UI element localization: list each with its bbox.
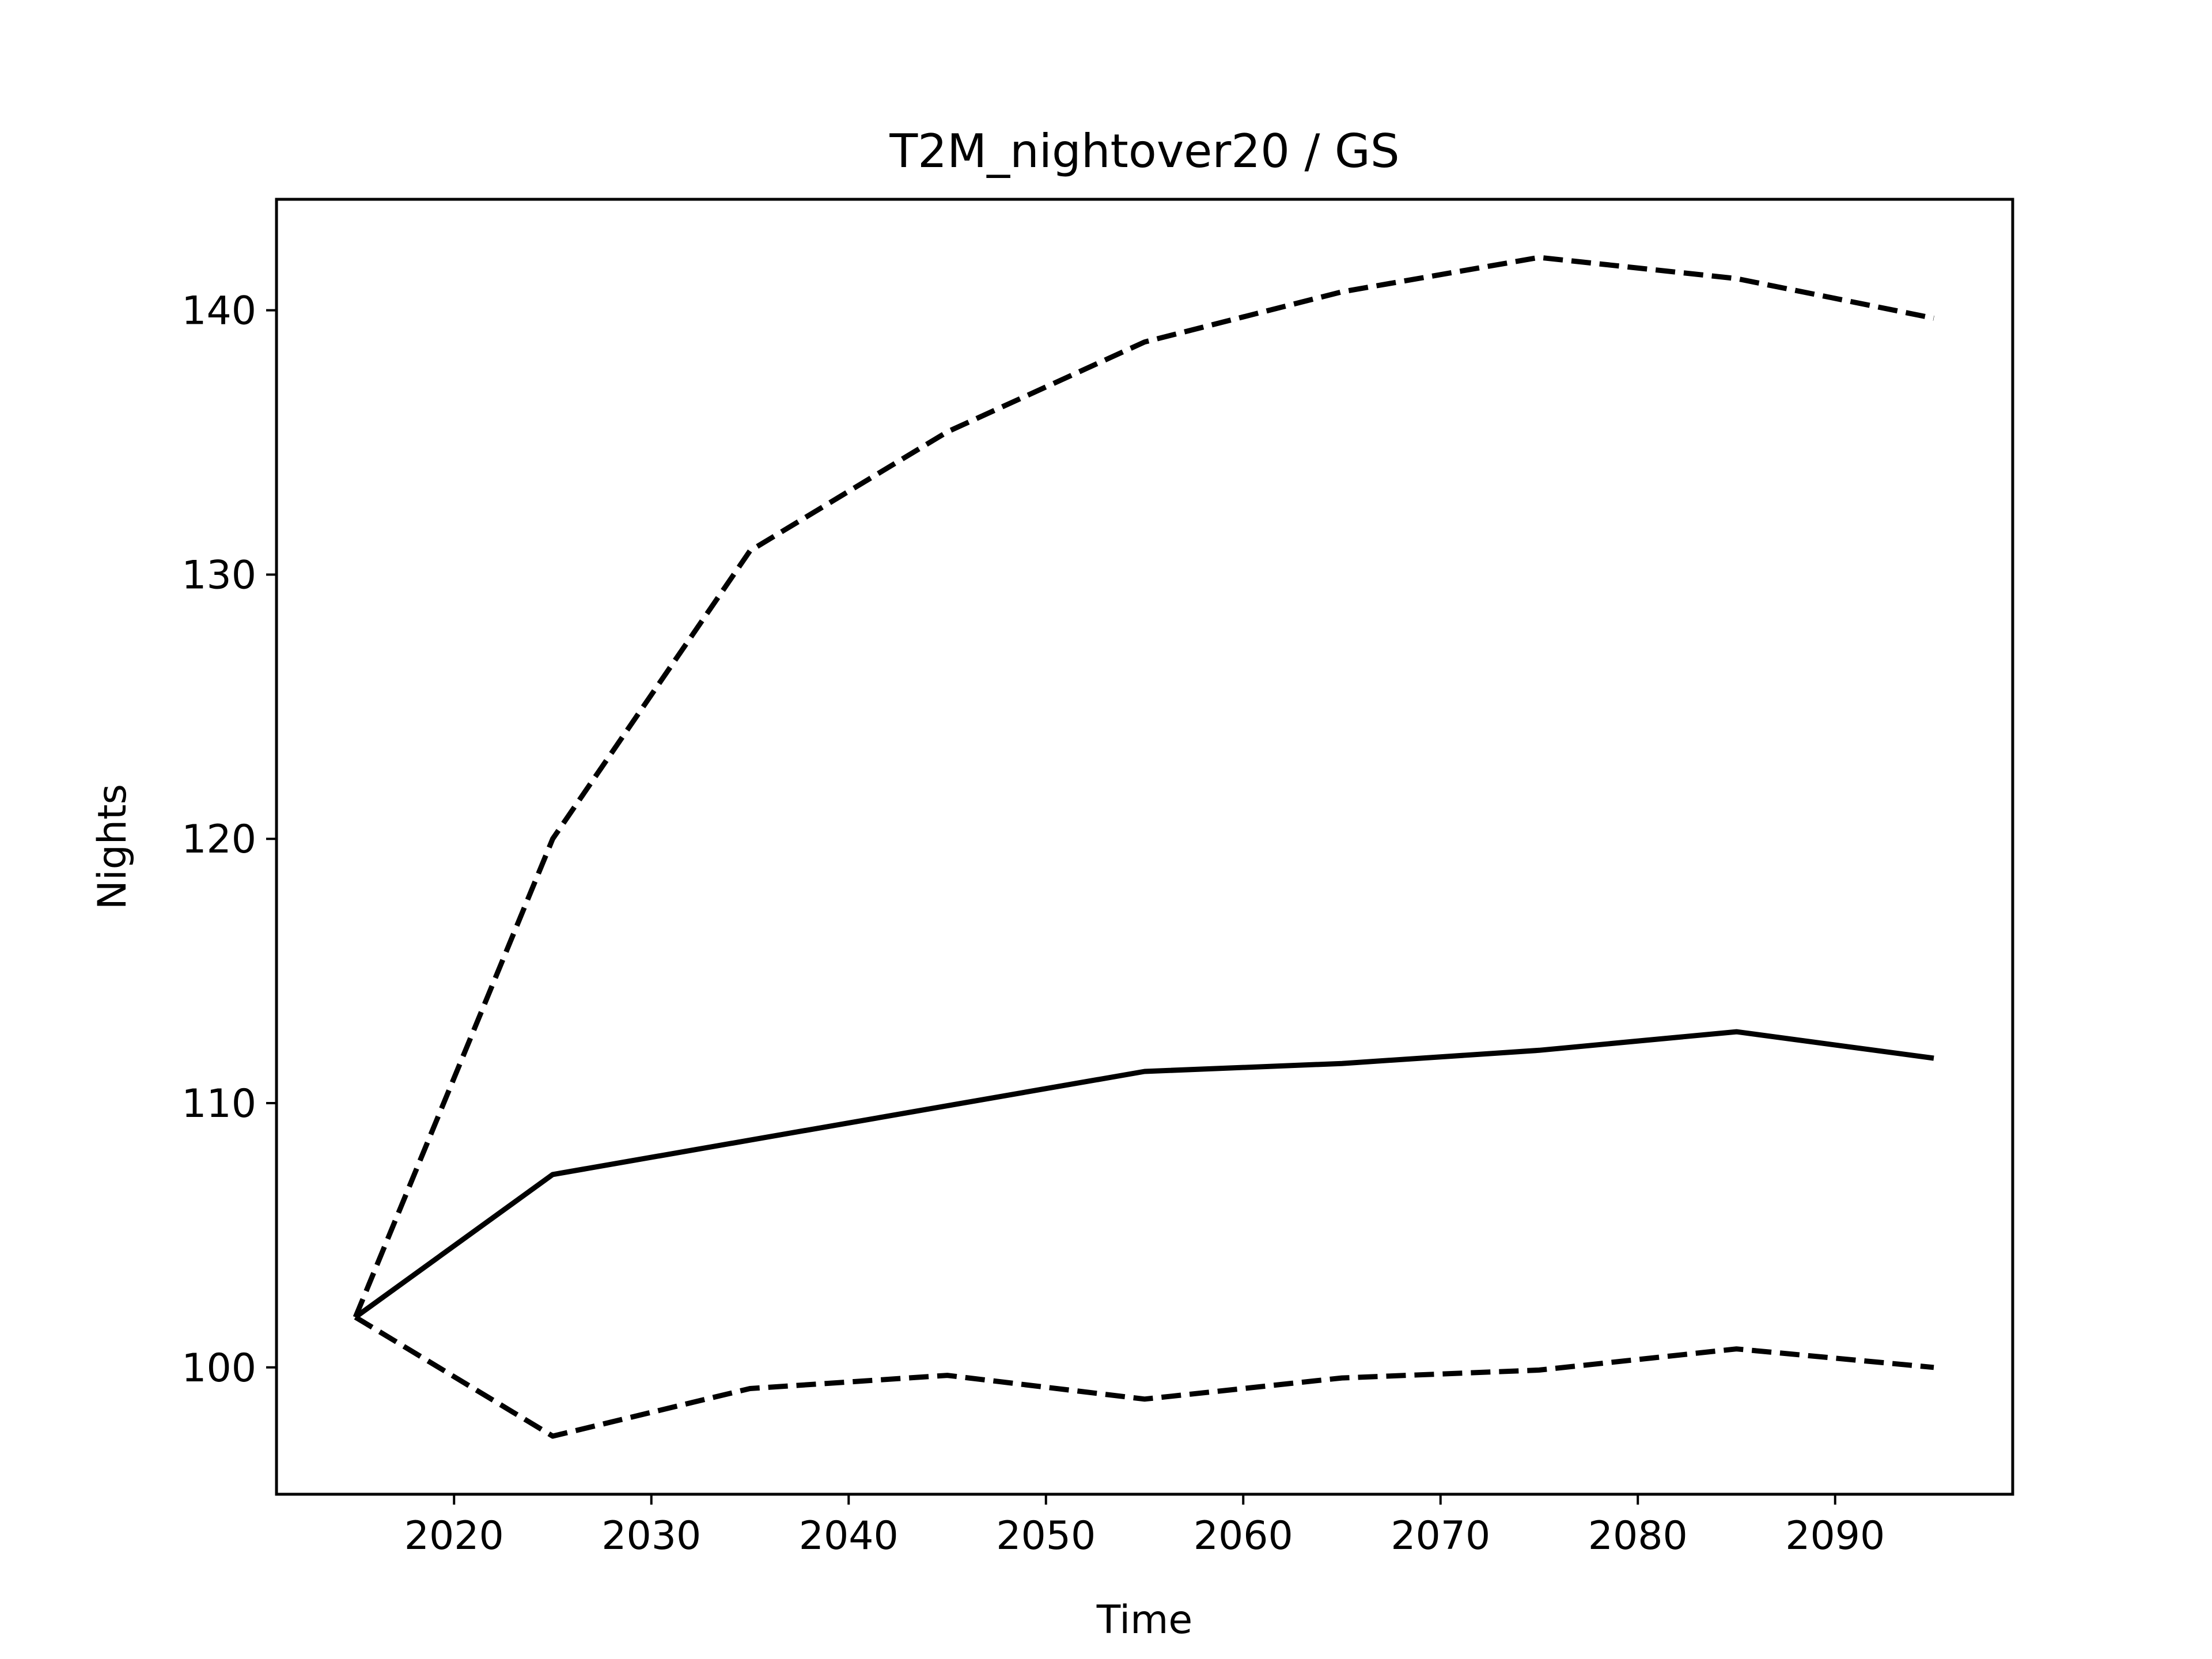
axes-frame	[275, 198, 2014, 1496]
y-tick-label: 130	[181, 552, 256, 598]
y-tick-label: 110	[181, 1081, 256, 1127]
chart-title: T2M_nightover20 / GS	[889, 124, 1399, 178]
x-tick-label: 2020	[404, 1513, 504, 1559]
x-tick-label: 2050	[996, 1513, 1096, 1559]
x-tick-label: 2080	[1588, 1513, 1688, 1559]
dashed-series-line-2	[354, 1315, 1934, 1439]
x-axis: 2020 2030 2040 2050 2060 2070 2080 2090	[404, 1494, 1885, 1559]
x-tick-label: 2040	[799, 1513, 899, 1559]
plot-area	[353, 255, 1934, 1439]
y-tick-label: 120	[181, 817, 256, 862]
dashed-series-line-1	[353, 255, 1934, 1319]
x-tick-label: 2070	[1391, 1513, 1490, 1559]
x-tick-label: 2030	[601, 1513, 701, 1559]
y-axis: 100 110 120 130 140	[181, 289, 276, 1391]
solid-series-line	[354, 1029, 1934, 1320]
x-tick-label: 2060	[1194, 1513, 1293, 1559]
y-axis-label: Nights	[90, 784, 135, 910]
x-axis-label: Time	[1096, 1597, 1192, 1643]
x-tick-label: 2090	[1785, 1513, 1885, 1559]
y-tick-label: 100	[181, 1346, 256, 1391]
y-tick-label: 140	[181, 289, 256, 334]
